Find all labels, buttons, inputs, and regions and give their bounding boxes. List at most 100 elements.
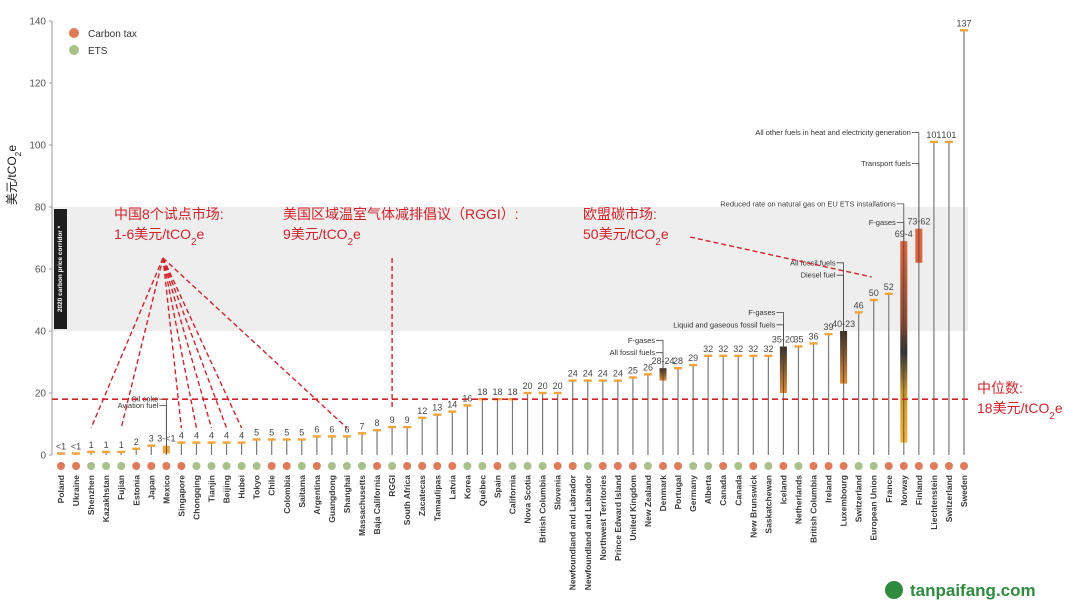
value-label: 8 [375, 418, 380, 428]
bar-japan: 3 Japan [146, 434, 156, 500]
type-dot [493, 462, 502, 470]
value-label: 24 [568, 369, 578, 379]
bar-cap [809, 342, 818, 345]
bar-guangdong: 6 Guangdong [327, 424, 337, 522]
value-label: 16 [462, 393, 472, 403]
callout-pointer [689, 236, 872, 278]
bar-northwest-territories: 24 Northwest Territories [598, 369, 608, 561]
annotation-text: F-gases [628, 336, 655, 345]
value-label: 20 [538, 381, 548, 391]
bar-european-union: 50 European Union [869, 288, 879, 541]
category-label: Tamaulipas [432, 475, 442, 521]
category-label: California [508, 475, 518, 514]
type-dot [267, 462, 276, 470]
type-dot [734, 462, 743, 470]
bar-baja-california: 8 Baja California [372, 418, 382, 534]
bar-cap [72, 452, 81, 455]
value-label: 18 [477, 387, 487, 397]
median-label-value: 18美元/tCO2e [977, 400, 1063, 422]
type-dot [598, 462, 607, 470]
bar-switzerland: 101 Switzerland [941, 130, 956, 522]
type-dot [583, 462, 592, 470]
y-tick-label: 100 [29, 141, 46, 152]
y-tick-label: 140 [29, 17, 46, 28]
bar-cap [704, 354, 713, 357]
value-label: 1 [89, 440, 94, 450]
value-label: 46 [854, 300, 864, 310]
type-dot [704, 462, 713, 470]
type-dot [839, 462, 848, 470]
callout-pointer [162, 257, 228, 429]
value-label: 2 [134, 437, 139, 447]
type-dot [478, 462, 487, 470]
bar-cap [598, 379, 607, 382]
annotation-text: All fossil fuels [790, 258, 836, 267]
type-dot [102, 462, 111, 470]
bar-cap [764, 354, 773, 357]
value-label: 32 [718, 344, 728, 354]
category-label: Saskatchewan [763, 475, 773, 534]
category-label: Canada [733, 475, 743, 506]
category-label: South Africa [402, 475, 412, 525]
bar-beijing: 4 Beijing [222, 431, 232, 504]
value-label: 7 [359, 421, 364, 431]
value-label: 6 [314, 424, 319, 434]
category-label: Singapore [176, 475, 186, 517]
type-dot [342, 462, 351, 470]
type-dot [222, 462, 231, 470]
bar-tokyo: 5 Tokyo [252, 428, 262, 500]
bar-tamaulipas: 13 Tamaulipas [432, 403, 442, 521]
category-label: Netherlands [793, 475, 803, 524]
category-label: New Zealand [643, 475, 653, 527]
bar-cap [538, 391, 547, 395]
bar-korea: 16 Korea [462, 393, 472, 499]
y-axis-label: 美元/tCO2e [5, 145, 23, 205]
type-dot [418, 462, 427, 470]
callout-pointer [162, 257, 198, 429]
bar-newfoundland-and-labrador: 24 Newfoundland and Labrador [583, 369, 593, 591]
value-label: 24 [598, 369, 608, 379]
type-dot [914, 462, 923, 470]
value-label: 137 [956, 18, 971, 28]
bar-massachusetts: 7 Massachusetts [357, 421, 367, 536]
bar-canada: 32 Canada [733, 344, 743, 506]
bar-cap [628, 376, 637, 379]
value-label: 5 [284, 428, 289, 438]
bar-cap [553, 391, 562, 395]
category-label: Latvia [447, 475, 457, 500]
category-label: Germany [688, 475, 698, 512]
bar-tianjin: 4 Tianjin [207, 431, 217, 503]
type-dot [643, 462, 652, 470]
category-label: Japan [146, 475, 156, 500]
legend-label: Carbon tax [88, 29, 137, 40]
type-dot [237, 462, 246, 470]
bar-cap [102, 450, 111, 454]
category-label: Switzerland [854, 475, 864, 522]
bar-singapore: 4 Singapore [176, 431, 186, 517]
value-label: 20 [553, 381, 563, 391]
category-label: Ireland [824, 475, 834, 503]
type-dot [854, 462, 863, 470]
value-label: 12 [417, 406, 427, 416]
category-label: Tokyo [252, 475, 262, 499]
bar-cap [944, 140, 953, 144]
category-label: Baja California [372, 475, 382, 535]
annotation-text: F-gases [748, 308, 775, 317]
category-label: New Brunswick [748, 475, 758, 538]
value-label: 9 [390, 415, 395, 425]
type-dot [177, 462, 186, 470]
leader-line [776, 311, 784, 347]
bar-cap [463, 404, 472, 407]
value-label: 5 [269, 428, 274, 438]
type-dot [628, 462, 637, 470]
value-label: 20 [523, 381, 533, 391]
bar-rggi: 9 RGGI [387, 415, 397, 497]
bar-cap [960, 29, 968, 32]
value-label: 6 [344, 424, 349, 434]
bar-sweden: 137 Sweden [956, 18, 971, 507]
category-label: Guangdong [327, 475, 337, 523]
type-dot [944, 462, 953, 470]
category-label: British Columbia [809, 475, 819, 543]
bar-cap [613, 379, 622, 382]
